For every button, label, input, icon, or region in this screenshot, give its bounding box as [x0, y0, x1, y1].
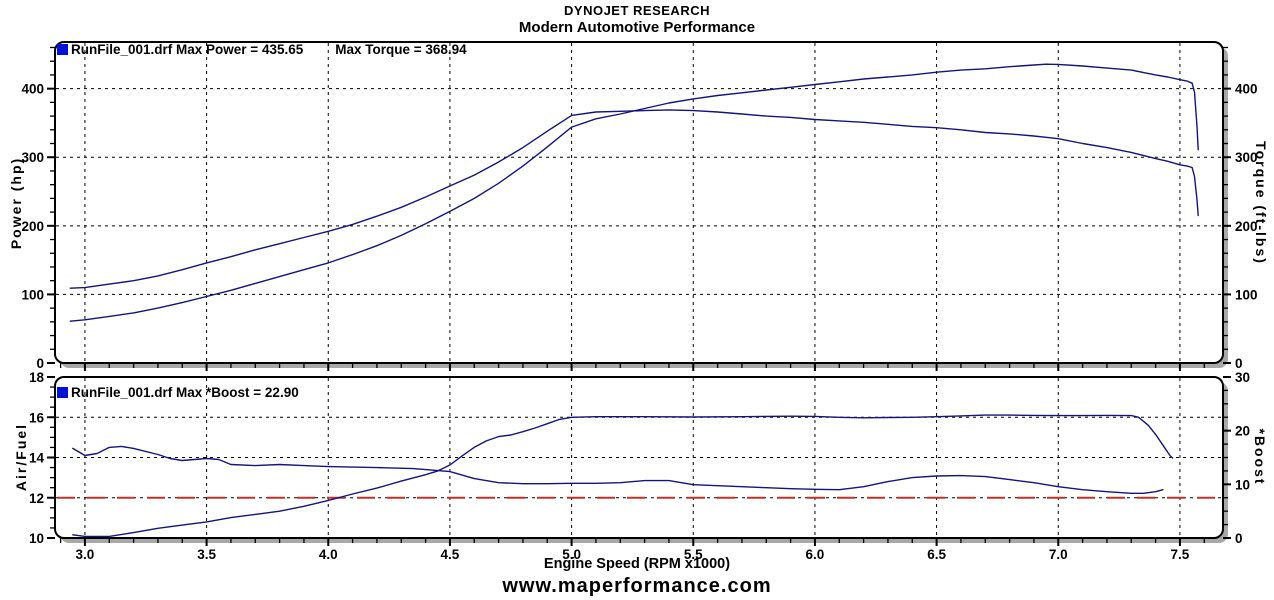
- y-tick-label: 300: [21, 150, 44, 165]
- y-tick-label: 400: [21, 82, 44, 97]
- y-tick-label: 300: [1235, 150, 1258, 165]
- bottom-legend-text: RunFile_001.drf Max *Boost = 22.90: [71, 385, 299, 400]
- x-tick-label: 7.0: [1049, 547, 1068, 562]
- x-tick-label: 4.0: [319, 547, 338, 562]
- x-tick-label: 6.0: [806, 547, 825, 562]
- run-file-swatch-icon: [57, 387, 68, 398]
- bottom-chart-legend: RunFile_001.drf Max *Boost = 22.90: [57, 385, 299, 400]
- plot-area: [55, 42, 1223, 363]
- y-tick-label: 200: [1235, 219, 1258, 234]
- x-tick-label: 3.5: [197, 547, 216, 562]
- power-axis-title: Power (hp): [8, 156, 24, 250]
- report-header: DYNOJET RESEARCH: [564, 3, 710, 18]
- boost-curve: [72, 414, 1174, 537]
- plot-frame: [54, 41, 1224, 364]
- top-legend-text2: Max Torque = 368.94: [335, 42, 467, 57]
- boost-axis-title: *Boost: [1252, 428, 1268, 486]
- y-tick-label: 14: [29, 451, 45, 466]
- afr-curve: [72, 445, 1164, 494]
- x-tick-label: 6.5: [927, 547, 946, 562]
- engine-speed-axis-label: Engine Speed (RPM x1000): [543, 556, 731, 572]
- y-tick-label: 30: [1235, 370, 1250, 385]
- y-tick-label: 10: [1235, 477, 1250, 492]
- y-tick-label: 18: [29, 370, 45, 385]
- y-tick-label: 100: [21, 287, 44, 302]
- torque-curve: [69, 109, 1199, 289]
- y-tick-label: 20: [1235, 424, 1250, 439]
- top-legend-text: RunFile_001.drf Max Power = 435.65: [71, 42, 304, 57]
- y-tick-label: 0: [1235, 356, 1243, 371]
- airfuel-axis-title: Air/Fuel: [13, 422, 29, 492]
- y-tick-label: 12: [29, 491, 44, 506]
- y-tick-label: 400: [1235, 82, 1258, 97]
- y-tick-label: 100: [1235, 287, 1258, 302]
- y-tick-label: 10: [29, 531, 44, 546]
- x-tick-label: 7.5: [1171, 547, 1190, 562]
- website-footer: www.maperformance.com: [502, 575, 772, 597]
- x-tick-label: 5.5: [684, 547, 703, 562]
- top-chart-legend: RunFile_001.drf Max Power = 435.65 Max T…: [57, 42, 467, 57]
- y-tick-label: 0: [1235, 531, 1243, 546]
- shop-title: Modern Automotive Performance: [518, 19, 756, 36]
- run-file-swatch-icon: [57, 44, 68, 55]
- x-tick-label: 4.5: [441, 547, 460, 562]
- torque-axis-title: Torque (ft-lbs): [1253, 141, 1269, 265]
- power-curve: [69, 63, 1199, 322]
- y-tick-label: 200: [21, 219, 44, 234]
- x-tick-label: 3.0: [76, 547, 95, 562]
- y-tick-label: 16: [29, 410, 45, 425]
- x-tick-label: 5.0: [562, 547, 581, 562]
- y-tick-label: 0: [36, 356, 44, 371]
